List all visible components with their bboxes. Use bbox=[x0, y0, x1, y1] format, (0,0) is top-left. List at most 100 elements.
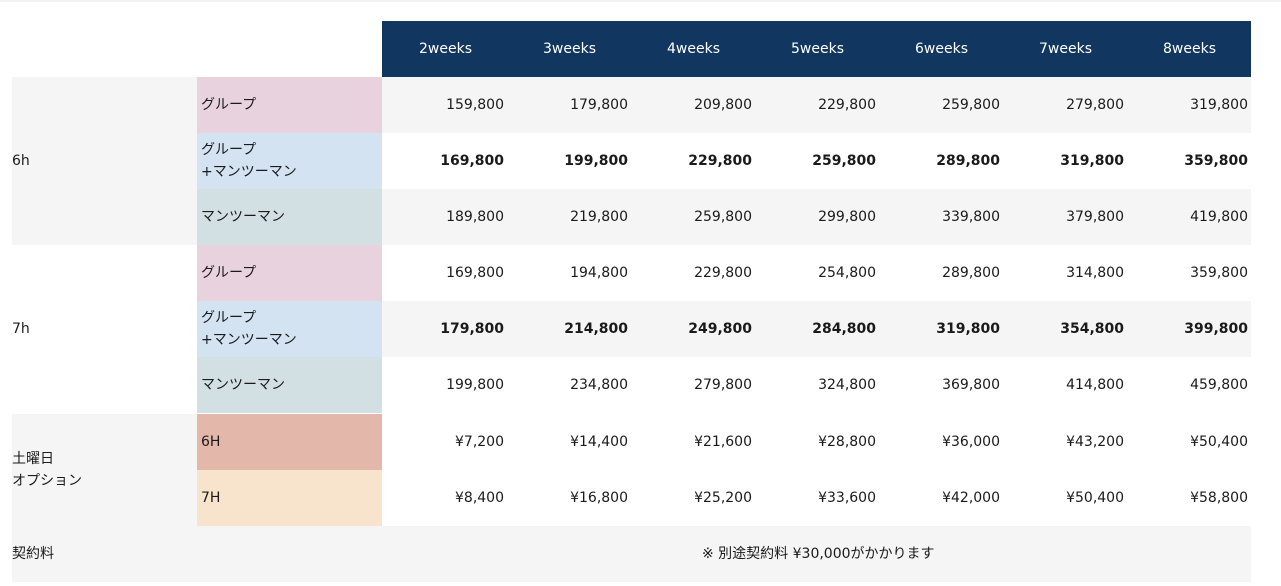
price-cell: ¥16,800 bbox=[570, 490, 628, 506]
price-cell: 219,800 bbox=[570, 209, 628, 225]
section-label: 土曜日 オプション bbox=[12, 448, 82, 492]
price-cell: 289,800 bbox=[942, 265, 1000, 281]
price-cell: ¥50,400 bbox=[1066, 490, 1124, 506]
column-header-2weeks: 2weeks bbox=[419, 41, 472, 57]
row-band bbox=[382, 301, 1251, 357]
price-cell: 414,800 bbox=[1066, 377, 1124, 393]
category-line: グループ bbox=[201, 97, 257, 113]
price-cell: 259,800 bbox=[942, 97, 1000, 113]
price-cell: 214,800 bbox=[564, 321, 628, 337]
price-cell: ¥28,800 bbox=[818, 434, 876, 450]
price-cell: ¥36,000 bbox=[942, 434, 1000, 450]
category-text: グループ bbox=[201, 262, 256, 284]
price-cell: ¥21,600 bbox=[694, 434, 752, 450]
price-cell: ¥50,400 bbox=[1190, 434, 1248, 450]
price-cell: 289,800 bbox=[936, 153, 1000, 169]
table-header bbox=[382, 21, 1251, 77]
price-cell: 179,800 bbox=[440, 321, 504, 337]
category-cell: グループ bbox=[197, 77, 382, 133]
price-cell: 199,800 bbox=[564, 153, 628, 169]
price-cell: ¥42,000 bbox=[942, 490, 1000, 506]
price-cell: 279,800 bbox=[1066, 97, 1124, 113]
section-label-line: オプション bbox=[12, 473, 82, 489]
column-header-5weeks: 5weeks bbox=[791, 41, 844, 57]
price-cell: 229,800 bbox=[688, 153, 752, 169]
category-line: 6H bbox=[201, 434, 221, 450]
price-cell: ¥8,400 bbox=[455, 490, 504, 506]
price-cell: 379,800 bbox=[1066, 209, 1124, 225]
price-cell: 419,800 bbox=[1190, 209, 1248, 225]
price-cell: 229,800 bbox=[818, 97, 876, 113]
category-line: マンツーマン bbox=[201, 209, 285, 225]
category-cell: 7H bbox=[197, 470, 382, 526]
section-label-bg bbox=[12, 414, 197, 526]
column-header-7weeks: 7weeks bbox=[1039, 41, 1092, 57]
price-cell: ¥33,600 bbox=[818, 490, 876, 506]
price-cell: 279,800 bbox=[694, 377, 752, 393]
price-cell: 254,800 bbox=[818, 265, 876, 281]
price-cell: ¥43,200 bbox=[1066, 434, 1124, 450]
price-cell: 169,800 bbox=[440, 153, 504, 169]
category-line: グループ bbox=[201, 142, 257, 158]
price-cell: 359,800 bbox=[1190, 265, 1248, 281]
price-cell: 369,800 bbox=[942, 377, 1000, 393]
price-cell: 229,800 bbox=[694, 265, 752, 281]
price-cell: 179,800 bbox=[570, 97, 628, 113]
price-cell: 209,800 bbox=[694, 97, 752, 113]
category-text: マンツーマン bbox=[201, 374, 285, 396]
price-cell: 194,800 bbox=[570, 265, 628, 281]
category-cell: グループ +マンツーマン bbox=[197, 133, 382, 189]
price-cell: 284,800 bbox=[812, 321, 876, 337]
price-cell: 339,800 bbox=[942, 209, 1000, 225]
column-header-4weeks: 4weeks bbox=[667, 41, 720, 57]
contract-note: ※ 別途契約料 ¥30,000がかかります bbox=[702, 546, 935, 562]
column-header-8weeks: 8weeks bbox=[1163, 41, 1216, 57]
category-cell: 6H bbox=[197, 414, 382, 470]
section-label: 7h bbox=[12, 321, 30, 337]
price-cell: 319,800 bbox=[1060, 153, 1124, 169]
price-cell: ¥14,400 bbox=[570, 434, 628, 450]
price-cell: ¥7,200 bbox=[455, 434, 504, 450]
price-cell: 199,800 bbox=[446, 377, 504, 393]
row-band bbox=[382, 77, 1251, 133]
category-line: 7H bbox=[201, 490, 221, 506]
category-text: マンツーマン bbox=[201, 206, 285, 228]
price-cell: 259,800 bbox=[812, 153, 876, 169]
category-text: グループ +マンツーマン bbox=[201, 307, 297, 351]
price-cell: 319,800 bbox=[1190, 97, 1248, 113]
row-band bbox=[382, 189, 1251, 245]
category-line: グループ bbox=[201, 265, 257, 281]
price-cell: 159,800 bbox=[446, 97, 504, 113]
category-text: グループ +マンツーマン bbox=[201, 139, 297, 183]
price-cell: 359,800 bbox=[1184, 153, 1248, 169]
section-label-bg bbox=[12, 77, 197, 245]
price-cell: 169,800 bbox=[446, 265, 504, 281]
category-line: マンツーマン bbox=[201, 377, 285, 393]
category-text: 7H bbox=[201, 487, 220, 509]
price-cell: 314,800 bbox=[1066, 265, 1124, 281]
section-label-line: 土曜日 bbox=[12, 451, 54, 467]
price-cell: 319,800 bbox=[936, 321, 1000, 337]
category-cell: グループ bbox=[197, 245, 382, 301]
price-cell: 324,800 bbox=[818, 377, 876, 393]
price-cell: 234,800 bbox=[570, 377, 628, 393]
column-header-3weeks: 3weeks bbox=[543, 41, 596, 57]
category-cell: マンツーマン bbox=[197, 189, 382, 245]
category-text: 6H bbox=[201, 431, 220, 453]
category-line: グループ bbox=[201, 310, 257, 326]
section-label: 6h bbox=[12, 153, 30, 169]
category-line: +マンツーマン bbox=[201, 164, 297, 180]
price-cell: 259,800 bbox=[694, 209, 752, 225]
category-cell: グループ +マンツーマン bbox=[197, 301, 382, 357]
price-cell: ¥25,200 bbox=[694, 490, 752, 506]
price-cell: 399,800 bbox=[1184, 321, 1248, 337]
contract-label: 契約料 bbox=[12, 546, 54, 562]
category-line: +マンツーマン bbox=[201, 332, 297, 348]
column-header-6weeks: 6weeks bbox=[915, 41, 968, 57]
price-cell: 249,800 bbox=[688, 321, 752, 337]
category-text: グループ bbox=[201, 94, 256, 116]
top-border bbox=[0, 0, 1281, 2]
contract-row bbox=[12, 526, 1251, 582]
category-cell: マンツーマン bbox=[197, 357, 382, 413]
